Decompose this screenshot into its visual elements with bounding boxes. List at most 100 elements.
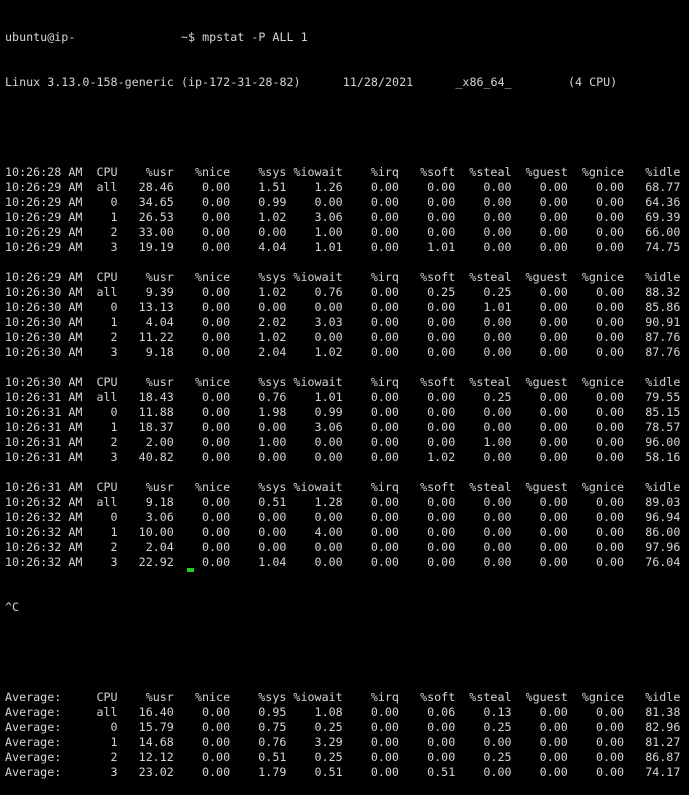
- row-cpu: 0: [110, 720, 118, 734]
- column-header-row: 10:26:28 AM CPU %usr %nice %sys %iowait %irq %s…: [5, 165, 680, 180]
- row-value: 0.00: [258, 450, 287, 464]
- row-time: 10:26:30 AM: [5, 300, 83, 314]
- row-cpu: 2: [110, 330, 118, 344]
- column-header: %steal: [469, 375, 512, 389]
- row-value: 0.00: [539, 240, 568, 254]
- prompt-suffix: ~$: [180, 30, 203, 44]
- column-header: %usr: [145, 375, 174, 389]
- row-value: 0.00: [314, 555, 343, 569]
- sample-block: 10:26:30 AM CPU %usr %nice %sys %iowait %irq %s…: [5, 375, 680, 465]
- stat-row: 10:26:32 AM 3 22.92 0.00 1.04 0.00 0.00 0.00 0.0…: [5, 555, 680, 570]
- row-value: 0.00: [370, 765, 399, 779]
- row-value: 33.00: [138, 225, 174, 239]
- row-value: 0.00: [314, 195, 343, 209]
- row-value: 0.00: [314, 540, 343, 554]
- row-value: 0.00: [595, 705, 625, 719]
- column-header: %guest: [525, 690, 568, 704]
- row-value: 0.00: [539, 510, 568, 524]
- row-value: 0.00: [370, 420, 399, 434]
- row-value: 18.37: [138, 420, 174, 434]
- row-value: 0.00: [201, 720, 231, 734]
- row-value: 0.00: [595, 555, 625, 569]
- row-value: 0.00: [539, 750, 568, 764]
- row-value: 0.00: [539, 420, 568, 434]
- mpstat-samples: 10:26:28 AM CPU %usr %nice %sys %iowait %irq %s…: [5, 165, 680, 570]
- row-value: 2.00: [145, 435, 174, 449]
- row-value: 0.25: [483, 390, 512, 404]
- row-value: 0.00: [595, 300, 625, 314]
- row-value: 0.00: [595, 420, 625, 434]
- row-cpu: all: [96, 495, 118, 509]
- row-value: 0.00: [314, 450, 343, 464]
- row-value: 0.00: [201, 225, 231, 239]
- row-value: 0.00: [595, 720, 625, 734]
- stat-row: 10:26:30 AM 0 13.13 0.00 0.00 0.00 0.00 0.00 1.0…: [5, 300, 680, 315]
- column-header: %steal: [469, 270, 512, 284]
- column-header: %sys: [258, 690, 287, 704]
- row-value: 0.00: [539, 705, 568, 719]
- row-value: 0.00: [539, 330, 568, 344]
- column-header: %usr: [145, 270, 174, 284]
- row-value: 0.00: [539, 540, 568, 554]
- header-time: Average:: [5, 690, 62, 704]
- column-header: CPU: [96, 480, 118, 494]
- arch: _x86_64_: [455, 75, 512, 89]
- row-value: 0.00: [483, 315, 512, 329]
- row-value: 0.00: [201, 450, 231, 464]
- row-value: 1.08: [314, 705, 343, 719]
- row-value: 22.92: [138, 555, 174, 569]
- stat-row: 10:26:31 AM 2 2.00 0.00 1.00 0.00 0.00 0.00 1.00…: [5, 435, 680, 450]
- row-value: 0.00: [370, 330, 399, 344]
- row-value: 0.00: [370, 525, 399, 539]
- row-value: 81.27: [645, 735, 681, 749]
- row-cpu: 3: [110, 765, 118, 779]
- column-header: %guest: [525, 270, 568, 284]
- row-value: 0.00: [595, 180, 625, 194]
- row-value: 0.00: [201, 750, 231, 764]
- row-value: 0.00: [595, 330, 625, 344]
- row-value: 0.00: [427, 540, 456, 554]
- row-value: 1.98: [258, 405, 287, 419]
- row-value: 15.79: [138, 720, 174, 734]
- row-value: 0.00: [595, 210, 625, 224]
- host: (ip-172-31-28-82): [180, 75, 301, 89]
- row-value: 0.00: [427, 420, 456, 434]
- prompt-redacted-host: [75, 30, 181, 44]
- row-value: 0.00: [370, 315, 399, 329]
- row-cpu: 1: [110, 420, 118, 434]
- row-value: 0.00: [370, 195, 399, 209]
- column-header: %gnice: [581, 165, 625, 179]
- row-cpu: 2: [110, 540, 118, 554]
- row-value: 34.65: [138, 195, 174, 209]
- row-value: 0.00: [258, 225, 287, 239]
- stat-row: Average: 2 12.12 0.00 0.51 0.25 0.00 0.00 0.25 0.…: [5, 750, 680, 765]
- row-time: 10:26:32 AM: [5, 495, 83, 509]
- terminal-output[interactable]: ubuntu@ip- ~$ mpstat -P ALL 1 Linux 3.13…: [5, 0, 680, 795]
- row-value: 0.00: [258, 300, 287, 314]
- prompt-user: ubuntu@ip-: [5, 30, 76, 44]
- row-value: 82.96: [645, 720, 681, 734]
- column-header: %guest: [525, 480, 568, 494]
- row-value: 0.00: [201, 345, 231, 359]
- row-value: 1.02: [258, 330, 287, 344]
- row-value: 0.00: [201, 300, 231, 314]
- sample-block: 10:26:29 AM CPU %usr %nice %sys %iowait %irq %s…: [5, 270, 680, 360]
- stat-row: 10:26:31 AM all 18.43 0.00 0.76 1.01 0.00 0.00 0…: [5, 390, 680, 405]
- row-time: 10:26:31 AM: [5, 420, 83, 434]
- row-time: 10:26:29 AM: [5, 180, 83, 194]
- row-value: 87.76: [645, 330, 681, 344]
- row-value: 0.00: [427, 720, 456, 734]
- row-value: 1.51: [258, 180, 287, 194]
- row-value: 0.00: [483, 765, 512, 779]
- row-value: 1.01: [483, 300, 512, 314]
- row-value: 88.32: [645, 285, 681, 299]
- row-value: 0.00: [539, 315, 568, 329]
- row-value: 11.22: [138, 330, 174, 344]
- column-header: %iowait: [293, 690, 343, 704]
- row-value: 0.00: [201, 240, 231, 254]
- column-header: %irq: [370, 480, 399, 494]
- row-value: 0.00: [258, 540, 287, 554]
- row-time: 10:26:30 AM: [5, 330, 83, 344]
- row-value: 4.04: [258, 240, 287, 254]
- row-value: 1.02: [314, 345, 343, 359]
